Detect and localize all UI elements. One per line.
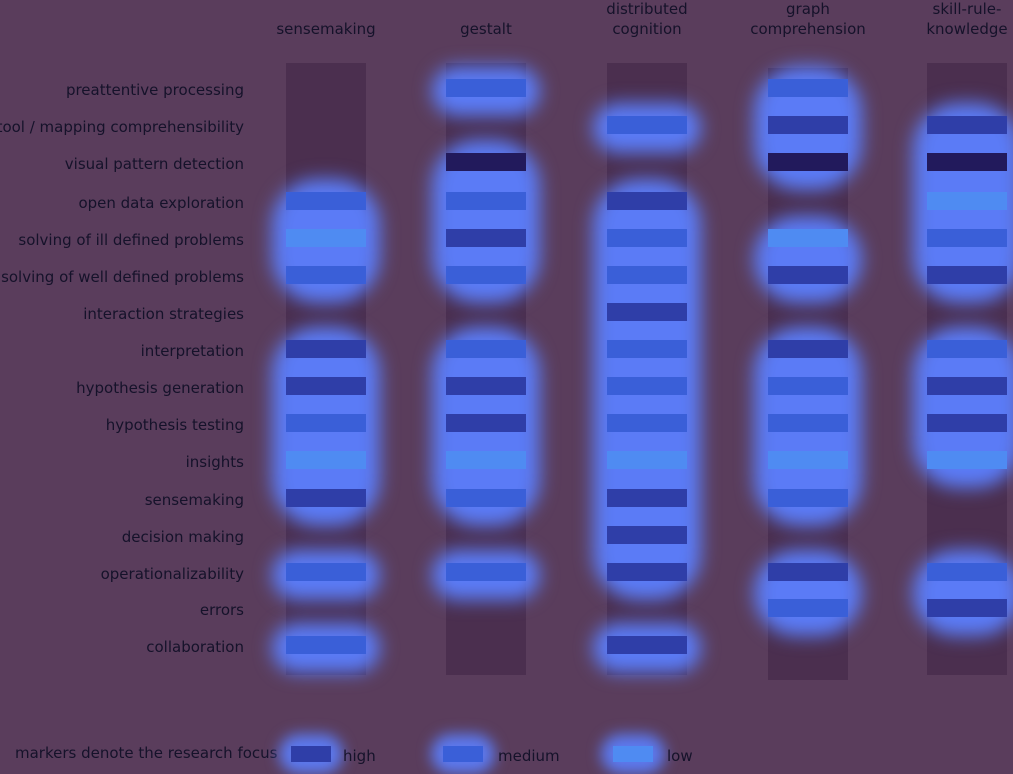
focus-marker: [927, 192, 1007, 210]
focus-marker: [927, 414, 1007, 432]
focus-marker: [927, 599, 1007, 617]
legend-label-high: high: [343, 747, 376, 765]
focus-marker: [768, 599, 848, 617]
focus-marker: [286, 340, 366, 358]
focus-marker: [768, 340, 848, 358]
focus-marker: [446, 192, 526, 210]
column-header-sensemaking: sensemaking: [276, 20, 376, 38]
focus-marker: [607, 229, 687, 247]
focus-marker: [446, 414, 526, 432]
focus-marker: [607, 340, 687, 358]
focus-marker: [607, 192, 687, 210]
focus-marker: [927, 266, 1007, 284]
focus-marker: [607, 451, 687, 469]
focus-marker: [446, 563, 526, 581]
row-label: interaction strategies: [83, 305, 244, 323]
legend-label-medium: medium: [498, 747, 560, 765]
row-label: interpretation: [140, 342, 244, 360]
focus-marker: [446, 451, 526, 469]
focus-marker: [607, 116, 687, 134]
focus-marker: [286, 636, 366, 654]
row-label: sensemaking: [144, 491, 244, 509]
focus-marker: [286, 229, 366, 247]
row-label: errors: [199, 601, 244, 619]
focus-marker: [607, 414, 687, 432]
focus-marker: [927, 451, 1007, 469]
focus-marker: [446, 229, 526, 247]
row-label: operationalizability: [100, 565, 244, 583]
focus-marker: [607, 489, 687, 507]
focus-marker: [607, 563, 687, 581]
focus-marker: [286, 451, 366, 469]
row-label: tool / mapping comprehensibility: [0, 118, 244, 136]
focus-marker: [607, 526, 687, 544]
focus-marker: [286, 266, 366, 284]
focus-marker: [607, 377, 687, 395]
row-label: insights: [185, 453, 244, 471]
row-label: collaboration: [146, 638, 244, 656]
focus-marker: [927, 563, 1007, 581]
focus-marker: [768, 451, 848, 469]
legend-swatch-high: [291, 746, 331, 762]
row-label: hypothesis testing: [105, 416, 244, 434]
column-header-gestalt: gestalt: [460, 20, 512, 38]
focus-marker: [286, 414, 366, 432]
focus-marker: [607, 636, 687, 654]
focus-marker: [446, 153, 526, 171]
legend-caption: markers denote the research focus: [15, 744, 278, 762]
focus-marker: [607, 303, 687, 321]
focus-marker: [768, 489, 848, 507]
row-label: solving of well defined problems: [1, 268, 244, 286]
focus-marker: [768, 414, 848, 432]
focus-marker: [768, 563, 848, 581]
column-header-skill-rule-knowledge: skill-rule-knowledge: [926, 0, 1008, 38]
focus-marker: [927, 116, 1007, 134]
focus-marker: [927, 229, 1007, 247]
focus-marker: [286, 489, 366, 507]
legend-swatch-low: [613, 746, 653, 762]
row-label: visual pattern detection: [64, 155, 244, 173]
row-label: open data exploration: [78, 194, 244, 212]
focus-marker: [286, 377, 366, 395]
row-label: solving of ill defined problems: [18, 231, 244, 249]
focus-marker: [446, 377, 526, 395]
legend-label-low: low: [667, 747, 693, 765]
legend-swatch-medium: [443, 746, 483, 762]
row-label: hypothesis generation: [76, 379, 244, 397]
row-label: decision making: [121, 528, 244, 546]
focus-marker: [927, 153, 1007, 171]
focus-marker: [768, 266, 848, 284]
focus-marker: [446, 340, 526, 358]
focus-marker: [927, 340, 1007, 358]
row-label: preattentive processing: [65, 81, 244, 99]
column-header-distributed-cognition: distributed cognition: [606, 0, 688, 38]
focus-marker: [446, 489, 526, 507]
column-header-graph-comprehension: graph comprehension: [750, 0, 866, 38]
focus-marker: [446, 79, 526, 97]
focus-marker: [768, 153, 848, 171]
focus-marker: [446, 266, 526, 284]
focus-marker: [286, 563, 366, 581]
focus-marker: [768, 116, 848, 134]
focus-marker: [768, 377, 848, 395]
focus-marker: [286, 192, 366, 210]
focus-marker: [927, 377, 1007, 395]
focus-marker: [768, 79, 848, 97]
focus-marker: [607, 266, 687, 284]
focus-marker: [768, 229, 848, 247]
